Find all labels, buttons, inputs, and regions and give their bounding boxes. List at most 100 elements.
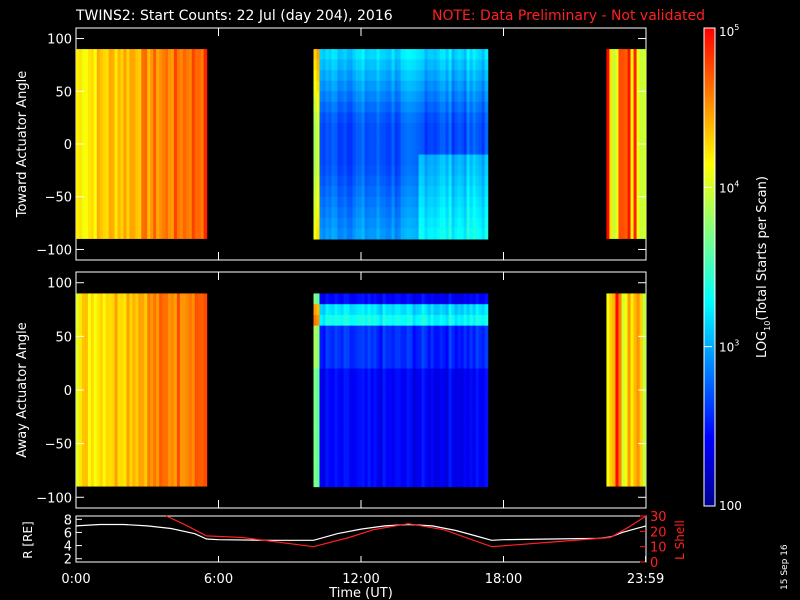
heatmap-cell (334, 165, 339, 177)
heatmap-cell (334, 314, 339, 327)
heatmap-cell (418, 443, 423, 455)
heatmap-cell (394, 422, 399, 434)
heatmap-cell (358, 228, 363, 240)
heatmap-cell (325, 314, 330, 327)
heatmap-cell (472, 186, 477, 198)
heatmap-cell (454, 112, 459, 124)
heatmap-cell (331, 454, 336, 466)
heatmap-cell (400, 347, 405, 359)
heatmap-cell (370, 475, 375, 488)
heatmap-cell (313, 475, 318, 488)
heatmap-cell (126, 49, 131, 239)
heatmap-cell (418, 217, 423, 229)
heatmap-cell (409, 475, 414, 488)
heatmap-cell (475, 336, 480, 348)
heatmap-cell (358, 101, 363, 113)
heatmap-cell (424, 465, 429, 477)
heatmap-cell (343, 49, 348, 61)
heatmap-cell (457, 390, 462, 402)
heatmap-cell (427, 175, 432, 187)
heatmap-cell (451, 379, 456, 391)
heatmap-cell (340, 133, 345, 145)
heatmap-cell (397, 379, 402, 391)
colorbar-tick-label: 103 (719, 339, 739, 355)
heatmap-cell (355, 133, 360, 145)
heatmap-cell (385, 293, 390, 305)
heatmap-cell (319, 80, 324, 92)
heatmap-cell (382, 80, 387, 92)
heatmap-cell (361, 357, 366, 370)
heatmap-cell (424, 422, 429, 434)
heatmap-cell (379, 80, 384, 92)
heatmap-cell (364, 165, 369, 177)
heatmap-cell (370, 207, 375, 219)
heatmap-cell (349, 207, 354, 219)
heatmap-cell (424, 80, 429, 92)
heatmap-cell (609, 49, 614, 239)
heatmap-cell (346, 475, 351, 488)
heatmap-cell (415, 80, 420, 92)
heatmap-cell (475, 390, 480, 402)
heatmap-cell (466, 165, 471, 177)
heatmap-cell (364, 154, 369, 166)
heatmap-cell (340, 368, 345, 380)
heatmap-cell (364, 186, 369, 198)
heatmap-cell (621, 293, 626, 487)
heatmap-cell (382, 325, 387, 337)
heatmap-cell (436, 217, 441, 229)
heatmap-cell (403, 304, 408, 316)
heatmap-cell (322, 133, 327, 145)
heatmap-cell (325, 112, 330, 124)
heatmap-cell (397, 422, 402, 434)
heatmap-cell (382, 144, 387, 156)
heatmap-cell (388, 336, 393, 348)
heatmap-cell (433, 217, 438, 229)
heatmap-cell (349, 325, 354, 337)
heatmap-cell (340, 144, 345, 156)
orbit-lines (75, 515, 647, 548)
heatmap-cell (370, 304, 375, 316)
heatmap-cell (340, 465, 345, 477)
heatmap-cell (439, 122, 444, 135)
heatmap-cell (319, 59, 324, 71)
heatmap-cell (373, 336, 378, 348)
heatmap-cell (364, 196, 369, 208)
heatmap-cell (463, 207, 468, 219)
heatmap-cell (439, 432, 444, 445)
heatmap-cell (379, 390, 384, 402)
heatmap-cell (355, 165, 360, 177)
heatmap-cell (436, 304, 441, 316)
heatmap-cell (84, 49, 89, 239)
heatmap-cell (472, 368, 477, 380)
heatmap-cell (466, 122, 471, 135)
heatmap-cell (460, 154, 465, 166)
heatmap-cell (391, 112, 396, 124)
heatmap-cell (427, 59, 432, 71)
heatmap-cell (334, 390, 339, 402)
heatmap-cell (361, 293, 366, 305)
heatmap-cell (442, 357, 447, 370)
heatmap-cell (466, 91, 471, 103)
heatmap-cell (361, 207, 366, 219)
x-axis-label: Time (UT) (328, 586, 393, 600)
heatmap-cell (316, 304, 321, 316)
heatmap-cell (352, 80, 357, 92)
heatmap-cell (424, 165, 429, 177)
heatmap-cell (448, 122, 453, 135)
heatmap-cell (391, 70, 396, 82)
heatmap-cell (346, 400, 351, 413)
heatmap-cell (385, 49, 390, 61)
heatmap-cell (427, 422, 432, 434)
heatmap-cell (427, 443, 432, 455)
heatmap-cell (394, 59, 399, 71)
heatmap-cell (403, 80, 408, 92)
colorbar-tick-label: 105 (719, 23, 739, 39)
heatmap-cell (385, 91, 390, 103)
heatmap-cell (165, 49, 169, 239)
heatmap-cell (385, 70, 390, 82)
heatmap-cell (460, 165, 465, 177)
heatmap-cell (352, 400, 357, 413)
heatmap-cell (325, 49, 330, 61)
heatmap-cell (418, 475, 423, 488)
heatmap-cell (337, 59, 342, 71)
